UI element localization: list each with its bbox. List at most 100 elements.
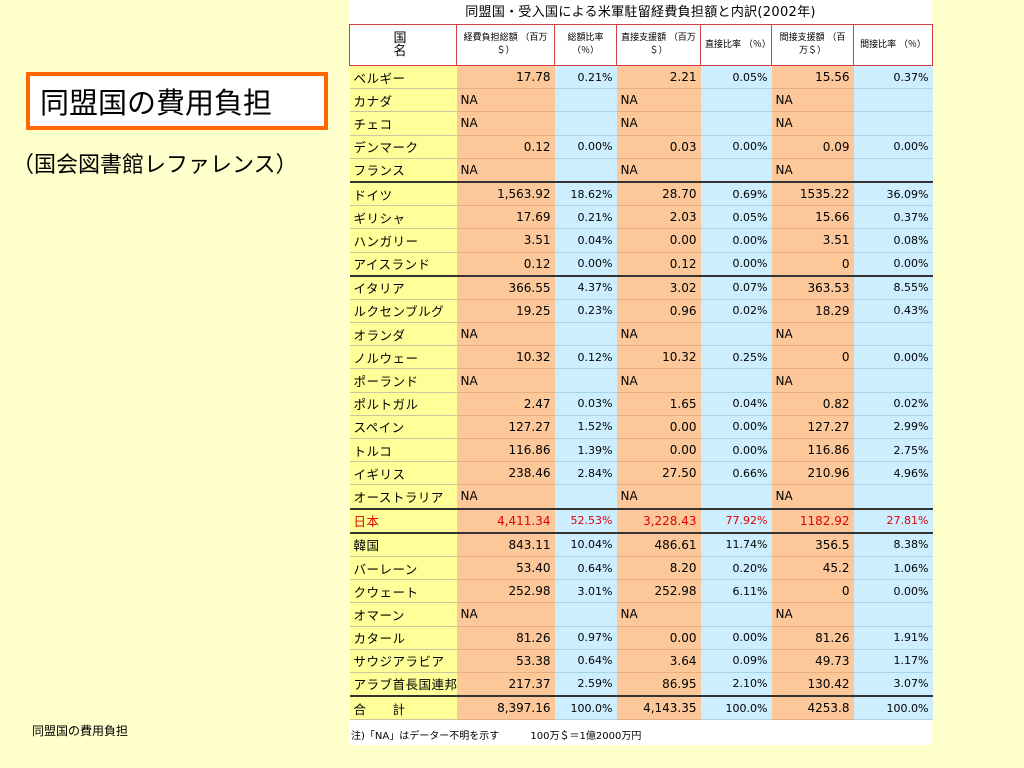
table-body: ベルギー 17.78 0.21% 2.21 0.05% 15.56 0.37% カナダ NA NA… xyxy=(349,65,933,721)
cell-total-amount: 17.69 xyxy=(456,205,555,230)
cell-total-amount: NA xyxy=(456,88,555,113)
cell-indirect-amount: 15.66 xyxy=(771,205,854,230)
cell-direct-ratio: 0.66% xyxy=(700,461,772,486)
cell-indirect-ratio: 27.81% xyxy=(853,507,933,534)
cell-total-ratio: 1.52% xyxy=(554,415,617,440)
header-total-amount: 経費負担総額 （百万＄） xyxy=(456,24,555,66)
cell-direct-amount: 3.64 xyxy=(616,649,701,673)
table-row: イタリア 366.55 4.37% 3.02 0.07% 363.53 8.55% xyxy=(349,274,933,300)
cell-total-amount: 19.25 xyxy=(456,299,555,324)
cell-direct-ratio: 0.00% xyxy=(700,438,772,463)
cell-direct-ratio: 0.00% xyxy=(700,415,772,440)
cell-indirect-amount: NA xyxy=(771,484,854,510)
cell-direct-ratio: 6.11% xyxy=(700,579,772,604)
cell-indirect-amount: NA xyxy=(771,88,854,113)
cell-direct-ratio xyxy=(700,368,772,393)
cell-direct-amount: 86.95 xyxy=(616,672,701,697)
cell-country: 韓国 xyxy=(349,532,457,557)
cell-indirect-ratio: 2.75% xyxy=(853,438,933,463)
cell-indirect-amount: NA xyxy=(771,368,854,393)
cell-country: ポルトガル xyxy=(349,392,457,416)
cell-total-amount: 127.27 xyxy=(456,415,555,440)
cell-indirect-ratio xyxy=(853,602,933,627)
cell-indirect-ratio xyxy=(853,322,933,347)
cell-indirect-ratio: 8.55% xyxy=(853,274,933,300)
table-row: ハンガリー 3.51 0.04% 0.00 0.00% 3.51 0.08% xyxy=(349,228,933,253)
cell-country: ギリシャ xyxy=(349,205,457,230)
cell-indirect-ratio: 0.00% xyxy=(853,252,933,277)
cell-total-amount: 4,411.34 xyxy=(456,507,555,534)
table-note: 注)「NA」はデーター不明を示す 100万＄＝1億2000万円 xyxy=(351,727,669,742)
cell-country: アラブ首長国連邦 xyxy=(349,672,457,697)
cell-country: ハンガリー xyxy=(349,228,457,253)
header-direct-amount: 直接支援額 （百万＄） xyxy=(616,24,701,66)
cell-total-ratio: 0.97% xyxy=(554,626,617,650)
table-row: ポーランド NA NA NA xyxy=(349,368,933,393)
cell-indirect-ratio: 0.00% xyxy=(853,579,933,604)
cell-total-ratio: 100.0% xyxy=(554,695,617,721)
table-row: ベルギー 17.78 0.21% 2.21 0.05% 15.56 0.37% xyxy=(349,65,933,90)
cell-indirect-ratio xyxy=(853,158,933,183)
table-row: アイスランド 0.12 0.00% 0.12 0.00% 0 0.00% xyxy=(349,252,933,277)
cell-country: ベルギー xyxy=(349,65,457,90)
table-row: ルクセンブルグ 19.25 0.23% 0.96 0.02% 18.29 0.43% xyxy=(349,299,933,324)
table-row: ドイツ 1,563.92 18.62% 28.70 0.69% 1535.22 36.09% xyxy=(349,180,933,207)
cell-country: オランダ xyxy=(349,322,457,347)
cell-direct-amount: NA xyxy=(616,368,701,393)
cell-total-amount: 53.40 xyxy=(456,556,555,581)
slide-subtitle: （国会図書館レファレンス） xyxy=(12,153,298,178)
cell-indirect-amount: 1535.22 xyxy=(771,180,854,207)
table-row: オーストラリア NA NA NA xyxy=(349,484,933,510)
cell-total-amount: 1,563.92 xyxy=(456,180,555,207)
cell-direct-amount: 4,143.35 xyxy=(616,695,701,721)
cell-total-ratio: 0.12% xyxy=(554,345,617,370)
cell-direct-ratio: 0.00% xyxy=(700,626,772,650)
cell-total-ratio: 0.04% xyxy=(554,228,617,253)
cell-indirect-ratio: 1.91% xyxy=(853,626,933,650)
cell-country: イギリス xyxy=(349,461,457,486)
cell-direct-amount: 0.96 xyxy=(616,299,701,324)
table-row: カナダ NA NA NA xyxy=(349,88,933,113)
cell-direct-amount: 3,228.43 xyxy=(616,507,701,534)
cell-direct-amount: 3.02 xyxy=(616,274,701,300)
cell-indirect-ratio xyxy=(853,88,933,113)
cell-country: サウジアラビア xyxy=(349,649,457,673)
cell-total-ratio xyxy=(554,322,617,347)
cell-total-amount: NA xyxy=(456,111,555,136)
cell-country: カタール xyxy=(349,626,457,650)
cell-total-amount: 53.38 xyxy=(456,649,555,673)
cell-country: ポーランド xyxy=(349,368,457,393)
cell-total-ratio: 0.23% xyxy=(554,299,617,324)
cell-indirect-amount: 0.09 xyxy=(771,135,854,159)
cell-total-amount: NA xyxy=(456,484,555,510)
cell-country: 合 計 xyxy=(349,695,457,721)
cell-total-amount: 8,397.16 xyxy=(456,695,555,721)
cell-indirect-amount: 4253.8 xyxy=(771,695,854,721)
cell-indirect-amount: 18.29 xyxy=(771,299,854,324)
cell-direct-amount: 0.03 xyxy=(616,135,701,159)
cell-direct-ratio: 0.00% xyxy=(700,252,772,277)
cell-total-amount: 2.47 xyxy=(456,392,555,416)
table-row: 韓国 843.11 10.04% 486.61 11.74% 356.5 8.38% xyxy=(349,532,933,557)
cell-direct-ratio xyxy=(700,158,772,183)
cell-direct-amount: 27.50 xyxy=(616,461,701,486)
cell-indirect-ratio: 0.37% xyxy=(853,205,933,230)
cell-direct-ratio: 0.02% xyxy=(700,299,772,324)
cell-direct-amount: 0.00 xyxy=(616,415,701,440)
cell-direct-ratio: 0.07% xyxy=(700,274,772,300)
cell-direct-amount: 1.65 xyxy=(616,392,701,416)
cell-direct-ratio xyxy=(700,111,772,136)
cell-direct-amount: NA xyxy=(616,484,701,510)
cell-total-ratio xyxy=(554,368,617,393)
table-row: 合 計 8,397.16 100.0% 4,143.35 100.0% 4253.8 100… xyxy=(349,695,933,721)
cell-indirect-ratio: 0.00% xyxy=(853,345,933,370)
cell-total-amount: 366.55 xyxy=(456,274,555,300)
cell-indirect-amount: 0 xyxy=(771,579,854,604)
cell-direct-ratio: 0.05% xyxy=(700,205,772,230)
cell-indirect-ratio: 3.07% xyxy=(853,672,933,697)
cell-direct-amount: NA xyxy=(616,158,701,183)
cell-indirect-amount: 81.26 xyxy=(771,626,854,650)
cell-total-amount: 17.78 xyxy=(456,65,555,90)
table-row: 日本 4,411.34 52.53% 3,228.43 77.92% 1182.92 27.… xyxy=(349,507,933,534)
cell-indirect-ratio: 2.99% xyxy=(853,415,933,440)
